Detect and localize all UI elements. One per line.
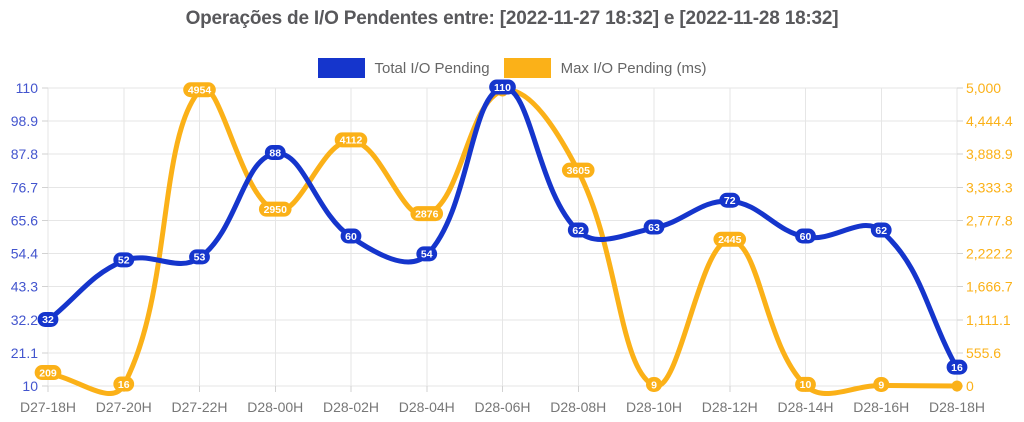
legend: Total I/O Pending Max I/O Pending (ms) (0, 58, 1024, 78)
svg-text:4112: 4112 (340, 135, 363, 147)
svg-text:4954: 4954 (188, 85, 212, 97)
right-axis-tick-label: 3,333.3 (966, 179, 1013, 195)
point-label-total-io: 53 (189, 249, 210, 265)
point-label-max-io: 10 (795, 376, 816, 392)
right-axis-tick-label: 3,888.9 (966, 146, 1013, 162)
legend-swatch-blue (317, 58, 365, 78)
right-axis-tick-label: 2,777.8 (966, 212, 1013, 228)
right-axis-tick-label: 0 (966, 378, 974, 394)
point-label-max-io: 209 (34, 365, 62, 381)
x-axis-tick-label: D28-12H (702, 399, 758, 415)
svg-text:110: 110 (494, 82, 511, 94)
point-label-max-io: 2445 (713, 231, 747, 247)
left-axis-tick-label: 87.8 (11, 146, 38, 162)
svg-text:53: 53 (194, 252, 206, 264)
x-axis-tick-label: D27-20H (96, 399, 152, 415)
x-axis-tick-label: D28-04H (399, 399, 455, 415)
point-label-total-io: 63 (643, 219, 665, 235)
legend-swatch-orange (503, 58, 551, 78)
point-label-total-io: 16 (946, 359, 968, 375)
x-axis-tick-label: D28-00H (247, 399, 303, 415)
point-label-max-io: 2876 (410, 206, 444, 222)
x-axis-tick-label: D28-02H (323, 399, 379, 415)
left-axis-tick-label: 110 (16, 80, 39, 96)
svg-text:2445: 2445 (718, 234, 742, 246)
point-label-total-io: 54 (416, 246, 438, 262)
svg-text:209: 209 (39, 367, 57, 379)
right-axis-tick-label: 5,000 (966, 80, 1001, 96)
right-axis-tick-label: 2,222.2 (966, 246, 1013, 262)
point-label-max-io: 4954 (183, 82, 216, 98)
point-label-max-io: 2950 (258, 201, 292, 217)
svg-text:32: 32 (42, 314, 54, 326)
x-axis-tick-label: D28-10H (626, 399, 682, 415)
svg-text:54: 54 (421, 249, 433, 261)
point-label-total-io: 60 (795, 228, 816, 244)
svg-text:10: 10 (800, 379, 812, 391)
legend-item-max-io-pending[interactable]: Max I/O Pending (ms) (503, 58, 707, 78)
point-label-total-io: 62 (567, 222, 589, 238)
x-axis-tick-label: D28-18H (929, 399, 985, 415)
point-label-max-io: 9 (873, 376, 890, 392)
left-axis-tick-label: 43.3 (11, 279, 38, 295)
point-label-total-io: 72 (719, 192, 741, 208)
legend-label-total-io-pending: Total I/O Pending (374, 59, 490, 77)
x-axis-tick-label: D28-06H (474, 399, 530, 415)
left-axis-tick-label: 32.2 (11, 312, 38, 328)
right-axis-tick-label: 555.6 (966, 345, 1001, 361)
svg-text:16: 16 (118, 379, 130, 391)
right-axis-tick-label: 1,111.1 (966, 312, 1011, 328)
data-point[interactable] (951, 380, 963, 392)
right-axis-tick-label: 1,666.7 (966, 279, 1013, 295)
point-label-max-io: 4112 (334, 132, 368, 148)
point-label-total-io: 62 (870, 222, 892, 238)
point-label-max-io: 3605 (561, 162, 595, 178)
x-axis-tick-label: D28-16H (853, 399, 909, 415)
svg-text:60: 60 (345, 231, 357, 243)
left-axis-tick-label: 21.1 (11, 345, 38, 361)
svg-text:9: 9 (878, 379, 884, 391)
legend-label-max-io-pending: Max I/O Pending (ms) (560, 59, 707, 77)
svg-text:3605: 3605 (567, 165, 591, 177)
svg-text:60: 60 (800, 231, 812, 243)
svg-text:52: 52 (118, 255, 130, 267)
svg-text:88: 88 (269, 147, 281, 159)
point-label-total-io: 60 (340, 228, 362, 244)
left-axis-tick-label: 76.7 (11, 179, 38, 195)
left-axis-tick-label: 65.6 (11, 212, 38, 228)
point-label-total-io: 52 (113, 252, 135, 268)
svg-text:2876: 2876 (415, 208, 439, 220)
left-axis-tick-label: 54.4 (11, 246, 38, 262)
chart-title: Operações de I/O Pendentes entre: [2022-… (185, 8, 839, 29)
point-label-max-io: 16 (113, 376, 135, 392)
left-axis-tick-label: 98.9 (11, 113, 38, 129)
right-axis-tick-label: 4,444.4 (966, 113, 1013, 129)
svg-text:9: 9 (651, 379, 657, 391)
point-label-total-io: 88 (264, 145, 286, 161)
legend-item-total-io-pending[interactable]: Total I/O Pending (317, 58, 490, 78)
x-axis-tick-label: D27-18H (20, 399, 76, 415)
svg-text:62: 62 (572, 225, 584, 237)
left-axis-tick-label: 10 (22, 378, 38, 394)
svg-text:2950: 2950 (264, 204, 288, 216)
svg-text:62: 62 (875, 225, 887, 237)
x-axis-tick-label: D28-08H (550, 399, 606, 415)
x-axis-tick-label: D27-22H (171, 399, 227, 415)
svg-text:72: 72 (724, 195, 736, 207)
x-axis-tick-label: D28-14H (777, 399, 833, 415)
point-label-max-io: 9 (646, 376, 662, 392)
svg-text:63: 63 (648, 222, 660, 234)
point-label-total-io: 110 (489, 79, 516, 95)
point-label-total-io: 32 (37, 311, 59, 327)
svg-text:16: 16 (951, 362, 963, 374)
